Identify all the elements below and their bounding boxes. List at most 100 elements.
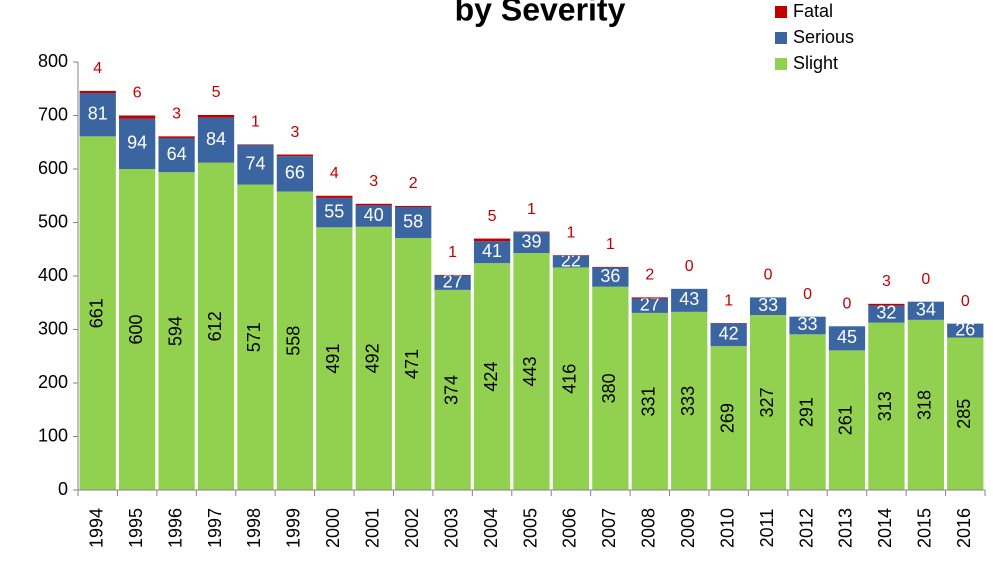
bar-segment	[158, 137, 195, 173]
data-label: 1	[251, 114, 260, 131]
data-label: 424	[481, 362, 501, 392]
bar-segment	[749, 315, 787, 490]
data-label: 27	[640, 294, 660, 314]
data-label: 594	[165, 316, 185, 346]
data-label: 491	[323, 344, 343, 374]
data-label: 66	[285, 163, 305, 183]
data-label: 1	[724, 292, 733, 309]
data-label: 42	[719, 324, 739, 344]
bar-segment	[947, 337, 984, 490]
data-label: 4	[93, 60, 102, 77]
bar-segment	[828, 350, 866, 490]
bar-segment	[197, 114, 235, 118]
bar-segment	[592, 286, 629, 490]
data-label: 33	[758, 295, 778, 315]
bar-segment	[513, 231, 550, 233]
data-label: 2	[645, 267, 654, 284]
x-tick-label: 2007	[599, 508, 619, 548]
bar-segment	[868, 303, 905, 306]
bar-segment	[789, 334, 826, 490]
x-tick-label: 1999	[284, 508, 304, 548]
bar-segment	[237, 184, 274, 490]
data-label: 81	[88, 103, 108, 123]
bar-segment	[197, 162, 235, 490]
x-tick-label: 2000	[323, 508, 343, 548]
bar-segment	[671, 311, 708, 490]
bar-segment	[513, 232, 550, 253]
data-label: 1	[566, 224, 575, 241]
bar-segment	[631, 312, 668, 490]
bar-segment	[276, 191, 314, 490]
x-tick-label: 2013	[836, 508, 856, 548]
bar-segment	[316, 227, 353, 490]
bar-segment	[316, 197, 353, 228]
bar-segment	[434, 274, 471, 276]
data-label: 1	[606, 236, 615, 253]
data-label: 600	[126, 314, 146, 344]
legend-swatch	[775, 58, 787, 70]
bar-segment	[552, 255, 590, 256]
bar-segment	[158, 136, 195, 138]
y-tick-label: 600	[38, 158, 68, 178]
bar-segment	[710, 346, 747, 490]
legend-label: Slight	[793, 53, 838, 73]
bar-segment	[552, 267, 590, 490]
bar-segment	[907, 301, 944, 320]
bar-segment	[907, 319, 944, 490]
x-tick-label: 2010	[717, 508, 737, 548]
data-label: 26	[955, 319, 975, 339]
bar-segment	[434, 275, 471, 290]
x-tick-label: 1996	[165, 508, 185, 548]
x-tick-label: 1994	[86, 508, 106, 548]
x-tick-label: 2016	[954, 508, 974, 548]
data-label: 331	[639, 386, 659, 416]
legend-label: Fatal	[793, 1, 833, 21]
data-label: 291	[796, 397, 816, 427]
bar-segment	[592, 266, 629, 268]
bar-segment	[316, 195, 353, 198]
data-label: 0	[764, 267, 773, 284]
y-tick-label: 200	[38, 372, 68, 392]
data-label: 27	[443, 271, 463, 291]
bar-segment	[828, 326, 866, 351]
bar-segment	[710, 323, 747, 347]
x-tick-label: 2004	[481, 508, 501, 548]
legend-swatch	[775, 32, 787, 44]
y-tick-label: 300	[38, 318, 68, 338]
bar-segment	[789, 316, 826, 335]
x-tick-label: 2003	[441, 508, 461, 548]
bar-segment	[749, 297, 787, 316]
data-label: 43	[679, 289, 699, 309]
x-tick-label: 1997	[205, 508, 225, 548]
data-label: 1	[527, 201, 536, 218]
data-label: 3	[882, 273, 891, 290]
data-label: 1	[448, 244, 457, 261]
bar-segment	[237, 144, 274, 185]
data-label: 55	[324, 201, 344, 221]
bar-segment	[631, 298, 668, 313]
x-tick-label: 2006	[560, 508, 580, 548]
data-label: 0	[685, 258, 694, 275]
data-label: 58	[403, 211, 423, 231]
x-tick-label: 2012	[796, 508, 816, 548]
data-label: 0	[843, 296, 852, 313]
data-label: 6	[133, 85, 142, 102]
bar-segment	[119, 115, 156, 119]
bar-segment	[473, 238, 511, 242]
bar-segment	[355, 226, 392, 490]
x-tick-label: 2008	[639, 508, 659, 548]
legend-swatch	[775, 6, 787, 18]
data-label: 269	[717, 403, 737, 433]
data-label: 3	[369, 173, 378, 190]
bar-segment	[434, 289, 471, 490]
data-label: 661	[86, 298, 106, 328]
data-label: 22	[561, 250, 581, 270]
data-label: 443	[520, 356, 540, 386]
data-label: 41	[482, 241, 502, 261]
data-label: 612	[205, 311, 225, 341]
bar-segment	[119, 169, 156, 490]
data-label: 74	[245, 153, 265, 173]
data-label: 380	[599, 373, 619, 403]
data-label: 36	[600, 266, 620, 286]
